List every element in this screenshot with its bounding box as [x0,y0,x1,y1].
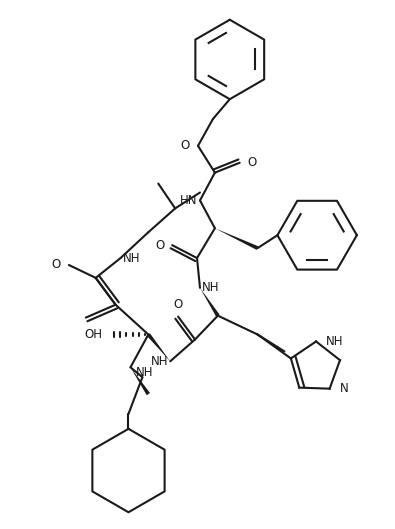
Text: O: O [173,298,183,311]
Text: OH: OH [85,328,103,341]
Text: NH: NH [202,281,220,294]
Polygon shape [147,333,170,361]
Text: NH: NH [151,355,168,368]
Text: N: N [340,382,348,395]
Text: HN: HN [179,194,197,207]
Text: O: O [248,156,257,169]
Text: NH: NH [122,252,140,264]
Text: O: O [52,259,61,271]
Text: O: O [181,139,190,152]
Polygon shape [130,367,150,395]
Text: NH: NH [135,366,153,379]
Polygon shape [200,288,220,317]
Text: O: O [155,239,164,252]
Polygon shape [215,228,258,250]
Text: NH: NH [326,335,344,348]
